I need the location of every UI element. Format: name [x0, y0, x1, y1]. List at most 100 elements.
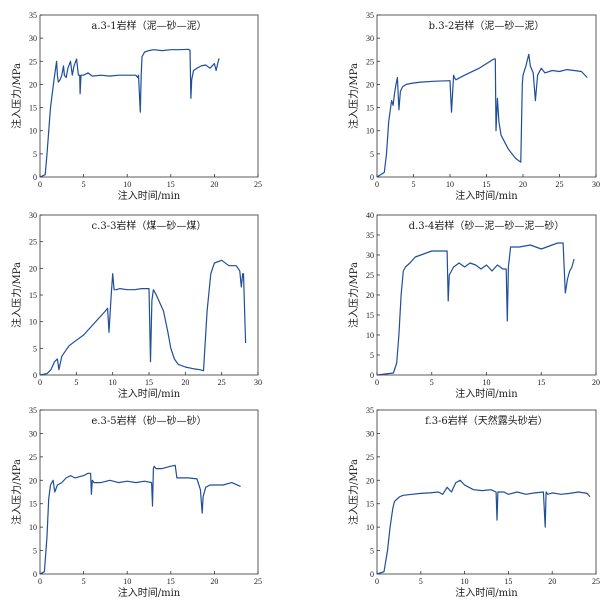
panel-f-plot-frame — [376, 409, 597, 575]
panel-d-x-tick-label: 10 — [483, 378, 491, 387]
panel-d-y-tick-label: 0 — [370, 371, 374, 380]
panel-f-y-tick-label: 10 — [366, 523, 374, 532]
panel-f-x-tick-label: 5 — [419, 577, 423, 586]
panel-f-title: f.3-6岩样（天然露头砂岩） — [425, 414, 548, 427]
panel-d-x-tick-label: 15 — [537, 378, 545, 387]
panel-c-x-tick-label: 20 — [181, 378, 189, 387]
panel-b-x-tick-label: 5 — [412, 180, 416, 189]
panel-b-x-axis-label: 注入时间/min — [455, 189, 518, 202]
panel-b-x-tick-label: 20 — [519, 180, 527, 189]
panel-d-y-axis-label: 注入压力/MPa — [347, 262, 360, 328]
panel-a-plot-frame — [39, 14, 259, 178]
panel-b-y-tick-label: 20 — [366, 80, 374, 89]
panel-a-y-tick-label: 10 — [29, 127, 37, 136]
panel-b-plot-frame — [376, 14, 597, 178]
panel-b-series-line — [376, 53, 588, 178]
panel-c-y-tick-label: 30 — [29, 211, 37, 220]
panel-a-title: a.3-1岩样（泥—砂—泥） — [91, 19, 206, 32]
panel-c-y-tick-label: 20 — [29, 264, 37, 273]
panel-b-y-tick-label: 10 — [366, 127, 374, 136]
panel-a-y-tick-label: 20 — [29, 80, 37, 89]
panel-f-x-tick-label: 25 — [592, 577, 600, 586]
panel-f-x-tick-label: 0 — [375, 577, 379, 586]
panel-c-x-tick-label: 25 — [218, 378, 226, 387]
panel-d-y-tick-label: 10 — [366, 331, 374, 340]
panel-f-y-tick-label: 0 — [370, 570, 374, 579]
panel-c-y-tick-label: 25 — [29, 238, 37, 247]
panel-f-series-line — [376, 479, 591, 575]
panel-f: 0 5 10 15 20 25 0 5 10 15 20 25 30 35 f.3-6岩样（天然露头砂岩） 注… — [347, 406, 600, 599]
panel-e-y-tick-label: 30 — [29, 429, 37, 438]
panel-e-series-line — [39, 464, 241, 575]
panel-d-y-tick-label: 25 — [366, 271, 374, 280]
panel-d: 0 5 10 15 20 0 5 10 15 20 25 30 35 40 d.3-4岩样（砂—泥—砂—泥—… — [347, 211, 600, 400]
panel-e-x-tick-label: 0 — [38, 577, 42, 586]
panel-b-y-axis-label: 注入压力/MPa — [347, 63, 360, 129]
panel-c-x-axis-label: 注入时间/min — [118, 387, 181, 400]
panel-f-y-tick-label: 25 — [366, 453, 374, 462]
panel-e-x-tick-label: 15 — [167, 577, 175, 586]
panel-f-x-tick-label: 20 — [548, 577, 556, 586]
panel-f-x-tick-label: 15 — [504, 577, 512, 586]
panel-b-y-tick-label: 0 — [370, 173, 374, 182]
panel-b-y-tick-label: 25 — [366, 57, 374, 66]
panel-d-series-line — [376, 242, 575, 376]
panel-e-y-tick-label: 25 — [29, 453, 37, 462]
panel-a-series-line — [39, 48, 220, 178]
panel-c-y-tick-label: 5 — [33, 344, 37, 353]
panel-d-x-tick-label: 20 — [592, 378, 600, 387]
panel-e-y-tick-label: 20 — [29, 476, 37, 485]
panel-e-x-tick-label: 5 — [82, 577, 86, 586]
panel-d-y-tick-label: 5 — [370, 351, 374, 360]
panel-c-y-axis-label: 注入压力/MPa — [10, 262, 23, 328]
panel-b-y-tick-label: 30 — [366, 34, 374, 43]
panel-f-x-tick-label: 10 — [461, 577, 469, 586]
panel-e-y-tick-label: 15 — [29, 500, 37, 509]
panel-f-y-axis-label: 注入压力/MPa — [347, 459, 360, 525]
panel-b-x-tick-label: 10 — [446, 180, 454, 189]
panel-c: 0 5 10 15 20 25 30 0 5 10 15 20 25 30 c.3-3岩样（煤—砂—煤） 注入… — [10, 211, 262, 400]
panel-c-x-tick-label: 30 — [254, 378, 262, 387]
panel-b-title: b.3-2岩样（泥—砂—泥） — [429, 19, 545, 32]
panel-a-x-tick-label: 0 — [38, 180, 42, 189]
panel-e-y-tick-label: 35 — [29, 406, 37, 415]
panel-b-x-tick-label: 30 — [592, 180, 600, 189]
panel-e-y-axis-label: 注入压力/MPa — [10, 459, 23, 525]
panel-f-y-tick-label: 30 — [366, 429, 374, 438]
panel-b-x-tick-label: 25 — [556, 180, 564, 189]
panel-a-y-tick-label: 30 — [29, 34, 37, 43]
panel-d-x-tick-label: 0 — [375, 378, 379, 387]
panel-e-title: e.3-5岩样（砂—砂—砂） — [91, 414, 206, 427]
panel-a-x-tick-label: 15 — [167, 180, 175, 189]
panel-d-y-tick-label: 30 — [366, 251, 374, 260]
panel-a-y-tick-label: 35 — [29, 11, 37, 20]
panel-a-x-tick-label: 5 — [82, 180, 86, 189]
panel-d-y-tick-label: 40 — [366, 211, 374, 220]
panel-e-x-axis-label: 注入时间/min — [118, 586, 181, 599]
panel-a-y-axis-label: 注入压力/MPa — [10, 63, 23, 129]
panel-b-x-tick-label: 0 — [375, 180, 379, 189]
panel-d-y-tick-label: 15 — [366, 311, 374, 320]
panel-d-y-tick-label: 20 — [366, 291, 374, 300]
panel-a-x-tick-label: 10 — [123, 180, 131, 189]
panel-f-x-axis-label: 注入时间/min — [455, 586, 518, 599]
panel-a-x-axis-label: 注入时间/min — [118, 189, 181, 202]
panel-a-y-tick-label: 5 — [33, 150, 37, 159]
panel-b: 0 5 10 15 20 25 30 0 5 10 15 20 25 30 35 b.3-2岩样（泥—砂—泥）… — [347, 11, 600, 202]
panel-c-x-tick-label: 5 — [74, 378, 78, 387]
panel-a-y-tick-label: 0 — [33, 173, 37, 182]
panel-d-plot-frame — [376, 214, 597, 376]
panel-c-y-tick-label: 10 — [29, 318, 37, 327]
panel-c-x-tick-label: 0 — [38, 378, 42, 387]
panel-a-x-tick-label: 25 — [254, 180, 262, 189]
panel-a-x-tick-label: 20 — [210, 180, 218, 189]
panel-f-y-tick-label: 5 — [370, 547, 374, 556]
panel-f-y-tick-label: 20 — [366, 476, 374, 485]
panel-c-y-tick-label: 0 — [33, 371, 37, 380]
panel-a-y-tick-label: 25 — [29, 57, 37, 66]
panel-b-y-tick-label: 35 — [366, 11, 374, 20]
panel-f-y-tick-label: 15 — [366, 500, 374, 509]
panel-d-y-tick-label: 35 — [366, 231, 374, 240]
panel-d-x-tick-label: 5 — [430, 378, 434, 387]
